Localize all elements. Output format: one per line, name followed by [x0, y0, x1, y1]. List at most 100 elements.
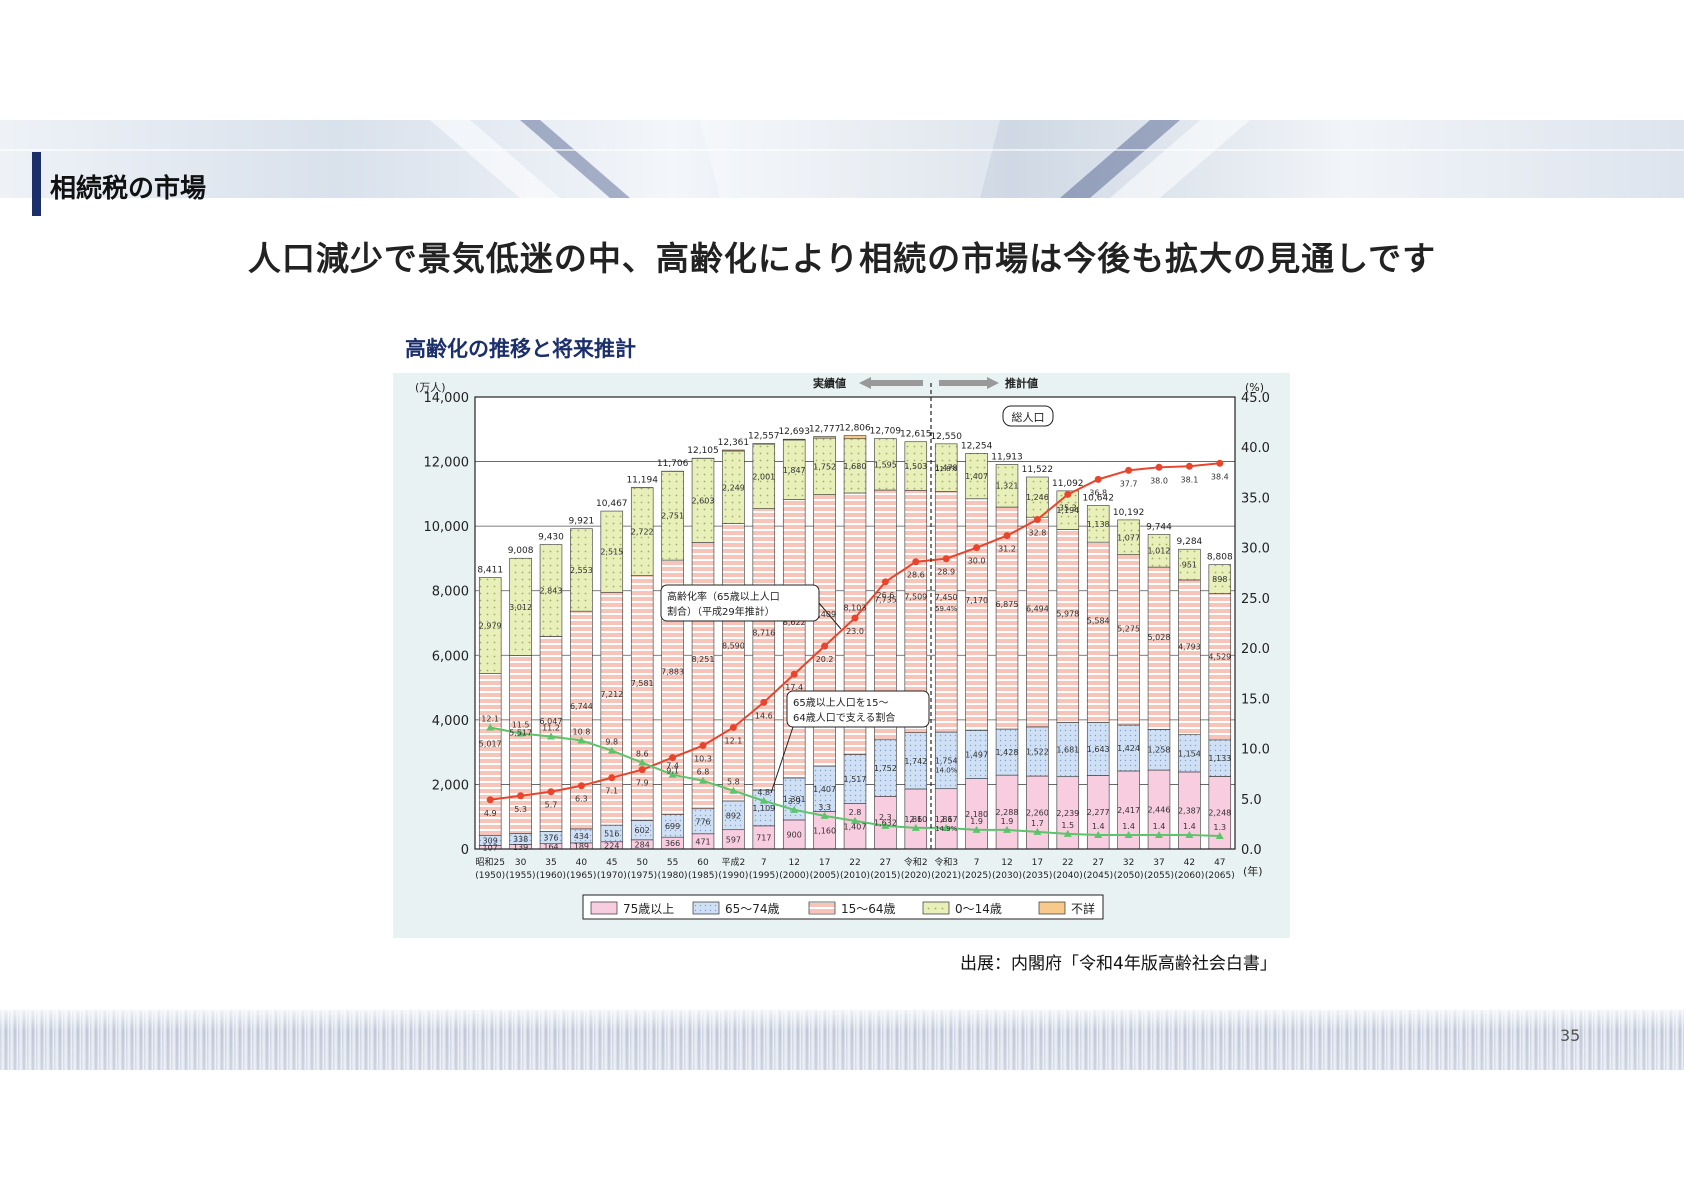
y2-tick-label: 25.0 [1241, 592, 1270, 607]
age65-74-value-label: 602 [635, 826, 650, 835]
support-ratio-point [1033, 827, 1042, 835]
x-tick-year: (1990) [718, 871, 748, 881]
support-ratio-label: 12.1 [481, 714, 499, 723]
bar-15-64 [722, 523, 745, 802]
age15-64-value-label: 5,017 [479, 739, 502, 748]
legend-box [582, 894, 1104, 920]
x-tick-year: (2010) [840, 871, 870, 881]
aging-rate-callout-text: 高齢化率（65歳以上人口 [667, 590, 780, 603]
support-ratio-label: 11.2 [542, 724, 560, 733]
x-tick-era: 7 [974, 858, 980, 868]
x-tick-year: (1985) [688, 871, 718, 881]
bar-0-14 [1086, 505, 1110, 543]
aging-population-chart: 0 2,000 4,000 6,000 8,000 10,000 12,000 14,000 0… [415, 376, 1270, 920]
age15-64-value-label: 7,212 [600, 690, 623, 699]
x-tick-era: 昭和25 [475, 857, 504, 868]
age65-74-value-label: 1,258 [1148, 746, 1171, 755]
x-tick-year: (2035) [1022, 871, 1052, 881]
age75-value-label: 717 [756, 833, 771, 842]
legend-label: 65～74歳 [725, 902, 780, 916]
bar-15-64 [1147, 566, 1171, 730]
bar-0-14 [509, 557, 532, 656]
age65-74-value-label: 338 [513, 835, 528, 844]
aging-rate-point [790, 670, 798, 678]
age15-64-value-label: 7,581 [631, 679, 654, 688]
header-banner-graphic [0, 120, 1684, 198]
aging-rate-point [486, 796, 494, 804]
aging-rate-label: 36.8 [1089, 488, 1107, 497]
x-tick-era: 27 [1092, 858, 1103, 868]
support-ratio-label: 1.4 [1183, 822, 1196, 831]
age0-14-value-label: 2,722 [631, 528, 654, 537]
aging-rate-label: 30.0 [968, 557, 986, 566]
bar-15-64 [1056, 529, 1080, 723]
age15-64-value-label: 7,735 [874, 595, 897, 604]
age15-64-value-label: 8,622 [783, 618, 806, 627]
support-ratio-point [942, 823, 951, 831]
support-ratio-point [668, 770, 677, 778]
x-tick-era: 17 [819, 858, 830, 868]
aging-rate-point [1155, 463, 1163, 471]
bar-unknown [782, 438, 806, 441]
chart-panel: 0 2,000 4,000 6,000 8,000 10,000 12,000 14,000 0… [393, 373, 1290, 938]
aging-rate-label: 7.1 [605, 787, 618, 796]
age0-14-value-label: 1,077 [1117, 533, 1140, 542]
y2-tick-label: 35.0 [1241, 491, 1270, 506]
legend-label: 不詳 [1071, 901, 1095, 916]
y2-tick-label: 40.0 [1241, 441, 1270, 456]
age65-74-value-label: 1,752 [874, 764, 897, 773]
support-ratio-point [547, 732, 555, 740]
y2-tick-label: 15.0 [1241, 692, 1270, 707]
y2-tick-label: 20.0 [1241, 642, 1270, 657]
x-tick-era: 47 [1214, 858, 1225, 868]
y-tick-label: 0 [461, 843, 469, 858]
support-ratio-label: 8.6 [636, 750, 649, 759]
age15-64-value-label: 4,793 [1178, 643, 1201, 652]
bar-unknown [722, 449, 745, 452]
support-ratio-label: 11.5 [512, 720, 530, 729]
age0-14-value-label: 1,478 [935, 464, 958, 473]
bar-0-14 [1147, 534, 1171, 568]
total-population-label: 12,254 [961, 441, 993, 451]
age75-value-label: 2,288 [996, 808, 1019, 817]
age65-74-value-label: 1,497 [965, 750, 988, 759]
aging-rate-label: 6.3 [575, 795, 588, 804]
age15-64-value-label: 6,875 [996, 600, 1019, 609]
total-population-label: 10,192 [1113, 508, 1145, 518]
age0-14-value-label: 898 [1212, 575, 1227, 584]
bar-15-64 [1178, 579, 1201, 735]
age0-14-value-label: 1,503 [904, 462, 927, 471]
x-tick-era: 42 [1184, 858, 1195, 868]
age0-14-value-label: 2,843 [540, 586, 563, 595]
age75-value-label: 1,860 [904, 815, 927, 824]
legend-swatch [808, 901, 836, 915]
support-ratio-point [1094, 830, 1103, 838]
total-population-label: 12,557 [748, 432, 780, 442]
age75-value-label: 189 [574, 842, 589, 851]
x-tick-era: 45 [606, 858, 617, 868]
aging-rate-point [638, 766, 646, 774]
pct-2021-age15-64: 59.4% [935, 605, 958, 613]
support-ratio-point [759, 796, 768, 804]
age0-14-value-label: 3,012 [509, 603, 532, 612]
x-tick-year: (2060) [1174, 871, 1204, 881]
x-tick-year: (1980) [658, 871, 688, 881]
age15-64-value-label: 4,529 [1208, 652, 1231, 661]
support-ratio-label: 6.8 [697, 768, 710, 777]
plot-frame [474, 396, 1236, 850]
bar-0-14 [934, 443, 958, 492]
age75-value-label: 471 [695, 837, 710, 846]
support-ratio-point [699, 776, 707, 784]
total-population-label: 10,642 [1082, 493, 1114, 503]
age75-value-label: 2,239 [1056, 809, 1079, 818]
age75-value-label: 2,260 [1026, 809, 1049, 818]
age15-64-value-label: 5,028 [1148, 633, 1171, 642]
x-tick-year: (2055) [1144, 871, 1174, 881]
pct-2021-age0-14: 11.8% [935, 465, 958, 473]
total-population-label: 11,522 [1022, 465, 1054, 475]
chart-title: 高齢化の推移と将来推計 [405, 337, 636, 361]
age65-74-value-label: 1,742 [904, 757, 927, 766]
x-tick-year: (1965) [566, 871, 596, 881]
total-population-label: 8,411 [477, 565, 503, 575]
x-tick-year: (1950) [475, 871, 505, 881]
